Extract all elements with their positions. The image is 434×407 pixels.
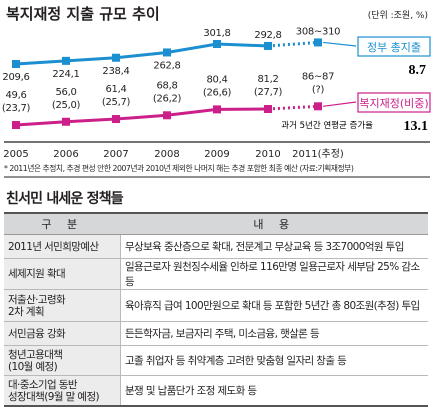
- row-category: 대·중소기업 동반 성장대책(9월 말 예정): [4, 375, 121, 407]
- data-label: 292,8: [254, 30, 281, 41]
- row-content: 육아휴직 급여 100만원으로 확대 등 포함한 5년간 총 80조원(추정) …: [120, 289, 428, 322]
- data-point: [62, 56, 70, 65]
- data-label: 262,8: [153, 60, 180, 71]
- row-category-line: 대·중소기업 동반: [8, 378, 78, 391]
- data-point: [163, 48, 171, 57]
- unit-note: (단위 :조원, %): [368, 10, 428, 21]
- legend-connector: [322, 101, 357, 107]
- data-point: [213, 105, 221, 114]
- row-category-line: 세제지원 확대: [8, 268, 66, 280]
- header-category: 구 분: [4, 212, 121, 235]
- policy-table-title: 친서민 내세운 정책들: [6, 191, 124, 207]
- row-content: 무상보육 중산층으로 확대, 전문계고 무상교육 등 3조7000억원 투입: [120, 234, 428, 259]
- data-label: 68,8: [156, 80, 177, 91]
- row-content: 분쟁 및 납품단가 조정 제도화 등: [120, 375, 428, 407]
- data-point: [112, 115, 120, 124]
- row-category: 서민금융 강화: [4, 321, 121, 346]
- share-label: (26,2): [153, 93, 182, 104]
- data-label: 61,4: [105, 84, 126, 95]
- row-category-line: 서민금융 강화: [8, 327, 66, 340]
- x-tick-label: 2011(추정): [292, 148, 344, 160]
- series-line-1: [15, 107, 269, 127]
- row-category: 저출산·고령화 2차 계획: [4, 289, 121, 322]
- chart-title: 복지재정 지출 규모 추이: [6, 5, 160, 23]
- data-point: [12, 121, 20, 129]
- row-category: 청년고용대책 (10월 예정): [4, 345, 121, 376]
- table-row: 세제지원 확대 일용근로자 원천징수세율 인하로 116만명 일용근로자 세부담 …: [4, 258, 428, 290]
- share-label: (25,7): [102, 97, 131, 108]
- growth-welfare: 13.1: [404, 119, 429, 134]
- x-tick-label: 2008: [154, 149, 179, 160]
- data-point: [264, 105, 272, 113]
- growth-caption: 과거 5년간 연평균 증가율: [281, 120, 373, 131]
- data-point: [213, 40, 221, 48]
- series-projection-1: [267, 104, 319, 111]
- x-tick-label: 2009: [204, 149, 229, 160]
- legend-total-spending: 정부 총지출 8.7: [357, 36, 431, 78]
- data-label: 224,1: [52, 69, 79, 80]
- series-projection-0: [267, 40, 319, 48]
- data-label: 301,8: [203, 28, 230, 39]
- table-row: 2011년 서민희망예산 무상보육 중산층으로 확대, 전문계고 무상교육 등 3…: [4, 234, 428, 259]
- series-line-0: [15, 42, 269, 66]
- data-label: 238,4: [102, 66, 129, 77]
- table-row: 대·중소기업 동반 성장대책(9월 말 예정) 분쟁 및 납품단가 조정 제도화 등: [4, 375, 428, 407]
- legend-connector: [322, 41, 357, 47]
- header-content: 내 용: [120, 212, 428, 235]
- row-category: 세제지원 확대: [4, 258, 121, 290]
- legend-welfare-label: 복지재정(비중): [359, 97, 428, 110]
- data-label: 81,2: [257, 74, 278, 85]
- share-label: (25,0): [52, 100, 81, 111]
- table-row: 서민금융 강화 든든학자금, 보금자리 주택, 미소금융, 햇살론 등: [4, 321, 428, 346]
- row-category: 2011년 서민희망예산: [4, 234, 121, 259]
- table-row: 저출산·고령화 2차 계획 육아휴직 급여 100만원으로 확대 등 포함한 5년간…: [4, 289, 428, 322]
- data-point: [12, 60, 20, 68]
- data-label: 56,0: [55, 87, 76, 98]
- x-tick-label: 2010: [255, 149, 280, 160]
- legend-total-label: 정부 총지출: [367, 41, 421, 54]
- share-label: (?): [312, 84, 325, 95]
- row-content: 고졸 취업자 등 취약계층 고려한 맞춤형 일자리 창출 등: [120, 345, 428, 376]
- share-label: (23,7): [2, 103, 31, 114]
- x-tick-label: 2007: [103, 149, 128, 160]
- x-tick-label: 2005: [3, 149, 28, 160]
- data-label: 209,6: [2, 72, 29, 83]
- share-label: (26,6): [203, 87, 232, 98]
- policy-table: 구 분 내 용 2011년 서민희망예산 무상보육 중산층으로 확대, 전문계고 …: [4, 212, 428, 407]
- row-category-line: (10월 예정): [8, 360, 58, 373]
- legend-welfare-share: 복지재정(비중) 과거 5년간 연평균 증가율 13.1: [281, 92, 431, 134]
- table-header-row: 구 분 내 용: [4, 212, 428, 235]
- x-tick-label: 2006: [53, 149, 78, 160]
- data-label: 49,6: [5, 90, 26, 101]
- data-point: [314, 102, 322, 111]
- row-content: 든든학자금, 보금자리 주택, 미소금융, 햇살론 등: [120, 321, 428, 346]
- data-point: [163, 111, 171, 120]
- chart-footnote: * 2011년은 추정치, 추경 편성 안한 2007년과 2010년 제외한 …: [4, 163, 354, 173]
- data-point: [62, 117, 70, 126]
- row-category-line: 2011년 서민희망예산: [8, 240, 99, 253]
- row-category-line: 저출산·고령화: [8, 293, 66, 306]
- row-content: 일용근로자 원천징수세율 인하로 116만명 일용근로자 세부담 25% 감소 …: [120, 258, 428, 290]
- share-label: (27,7): [254, 87, 283, 98]
- data-label: 86~87: [302, 71, 334, 82]
- table-row: 청년고용대책 (10월 예정) 고졸 취업자 등 취약계층 고려한 맞춤형 일자리 …: [4, 345, 428, 376]
- row-category-line: 청년고용대책: [8, 348, 63, 361]
- data-point: [112, 53, 120, 62]
- welfare-spending-chart: 복지재정 지출 규모 추이 (단위 :조원, %) 209,6 224,1 238,…: [2, 5, 431, 178]
- row-category-line: 성장대책(9월 말 예정): [8, 390, 100, 403]
- data-label: 80,4: [206, 74, 227, 85]
- data-label: 308~310: [296, 26, 340, 37]
- growth-total: 8.7: [409, 63, 427, 78]
- row-category-line: 2차 계획: [8, 305, 45, 318]
- data-point: [264, 41, 272, 50]
- data-point: [314, 38, 322, 47]
